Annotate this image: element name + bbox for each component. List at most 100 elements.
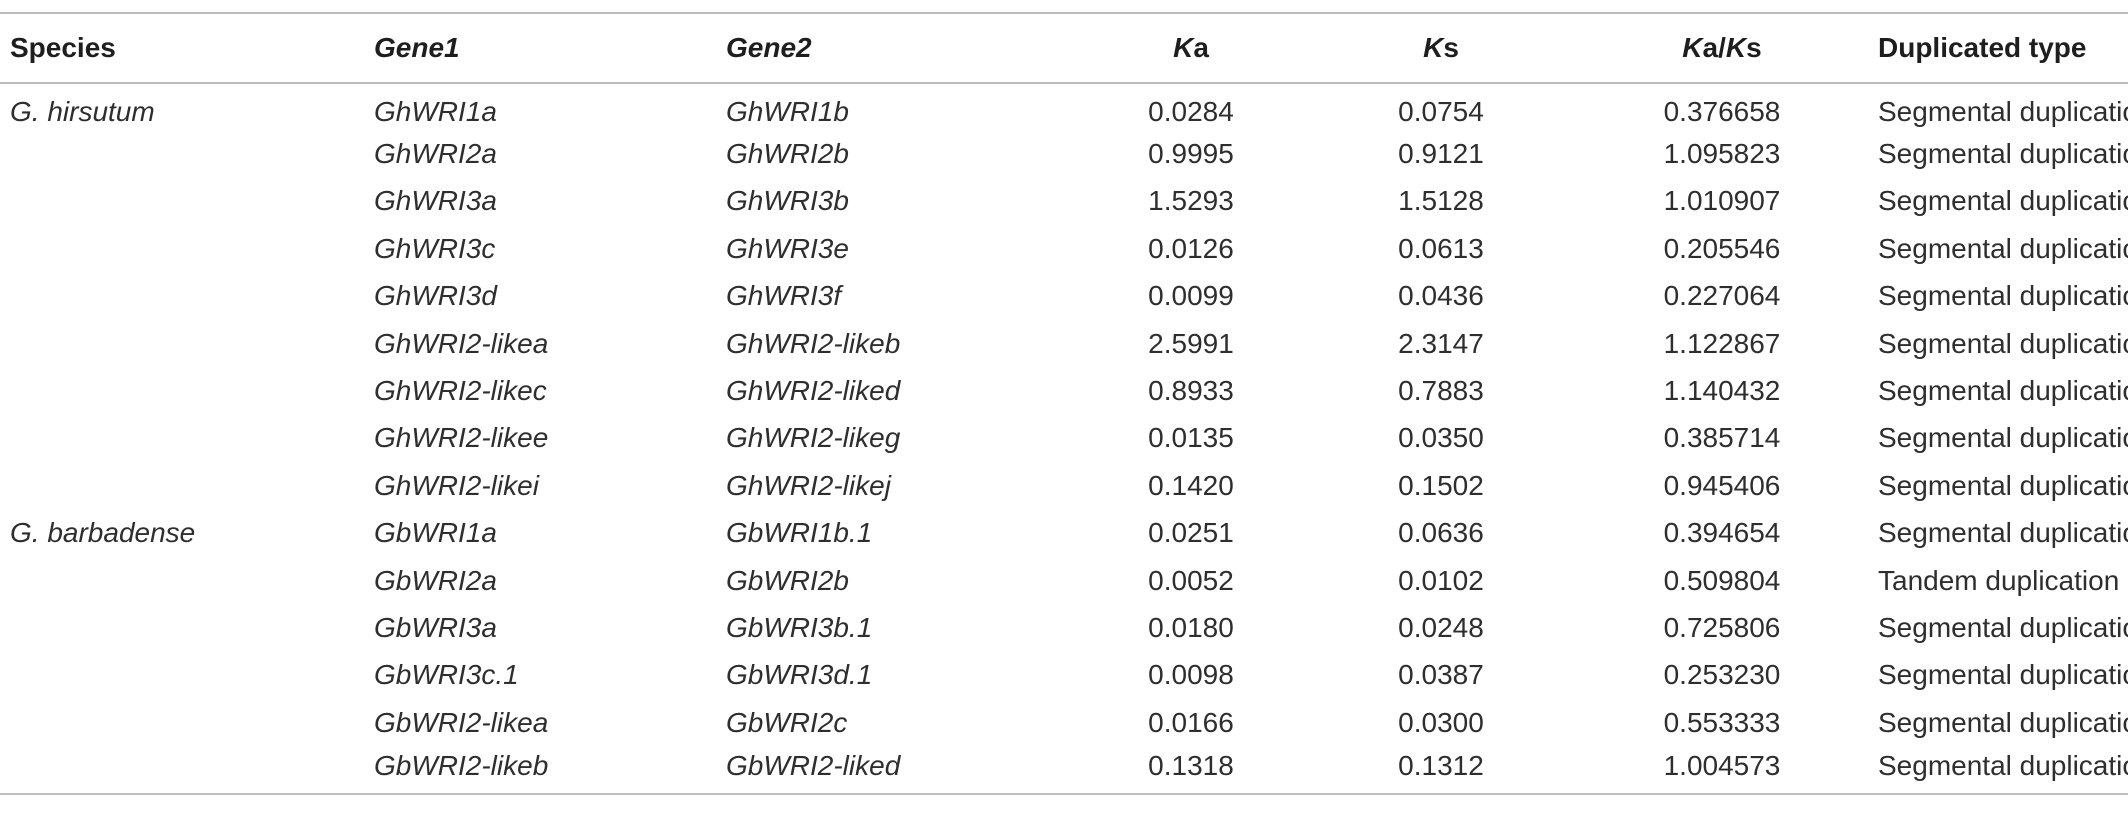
cell-gene2: GhWRI3f <box>726 280 842 312</box>
header-ks-s: s <box>1443 32 1459 63</box>
cell-duplicated-type: Segmental duplication <box>1878 280 2128 312</box>
cell-ks: 0.0754 <box>1398 96 1484 128</box>
cell-ks: 2.3147 <box>1398 327 1484 359</box>
cell-gene2: GbWRI3d.1 <box>726 659 873 691</box>
cell-species: G. barbadense <box>10 517 196 549</box>
cell-gene2: GbWRI1b.1 <box>726 517 873 549</box>
cell-ks: 0.1312 <box>1398 749 1484 781</box>
cell-gene1: GhWRI2-likee <box>374 422 549 454</box>
cell-gene2: GhWRI2-liked <box>726 375 901 407</box>
cell-ks: 0.1502 <box>1398 469 1484 501</box>
cell-species <box>0 746 362 793</box>
cell-duplicated-type: Tandem duplication <box>1878 564 2120 596</box>
table-row: GhWRI2-likei GhWRI2-likej 0.1420 0.1502 0.94… <box>0 462 2128 509</box>
cell-ka: 2.5991 <box>1148 327 1234 359</box>
cell-duplicated-type: Segmental duplication <box>1878 749 2128 781</box>
cell-duplicated-type: Segmental duplication <box>1878 185 2128 217</box>
table-row: GhWRI3a GhWRI3b 1.5293 1.5128 1.010907 Segmen… <box>0 178 2128 225</box>
cell-duplicated-type: Segmental duplication <box>1878 517 2128 549</box>
cell-ka: 0.0099 <box>1148 280 1234 312</box>
duplication-table: Species Gene1 Gene2 Ka Ks Ka/Ks Duplicat… <box>0 12 2128 795</box>
cell-kaks: 0.509804 <box>1663 564 1781 596</box>
cell-ka: 0.9995 <box>1148 138 1234 170</box>
cell-ks: 0.7883 <box>1398 375 1484 407</box>
cell-species <box>0 178 362 225</box>
cell-gene2: GhWRI2-likeb <box>726 327 901 359</box>
cell-kaks: 0.376658 <box>1663 96 1781 128</box>
header-kaks-s: s <box>1746 32 1762 63</box>
cell-kaks: 0.553333 <box>1663 706 1781 738</box>
cell-kaks: 1.004573 <box>1663 749 1781 781</box>
cell-gene1: GbWRI1a <box>374 517 497 549</box>
header-ka-a: a <box>1193 32 1209 63</box>
cell-gene1: GbWRI2a <box>374 564 497 596</box>
cell-gene1: GhWRI3c <box>374 232 496 264</box>
cell-species <box>0 604 362 651</box>
cell-ks: 0.0387 <box>1398 659 1484 691</box>
cell-duplicated-type: Segmental duplication <box>1878 469 2128 501</box>
table-container: Species Gene1 Gene2 Ka Ks Ka/Ks Duplicat… <box>0 12 2128 795</box>
table-row: G. barbadense GbWRI1a GbWRI1b.1 0.0251 0.063… <box>0 510 2128 557</box>
cell-gene2: GhWRI3e <box>726 232 849 264</box>
cell-kaks: 0.725806 <box>1663 611 1781 643</box>
header-gene2: Gene2 <box>726 32 812 63</box>
cell-ks: 0.0248 <box>1398 611 1484 643</box>
cell-duplicated-type: Segmental duplication <box>1878 375 2128 407</box>
table-row: GbWRI2-likea GbWRI2c 0.0166 0.0300 0.553333 S… <box>0 699 2128 746</box>
cell-gene2: GhWRI3b <box>726 185 849 217</box>
cell-gene2: GbWRI2b <box>726 564 849 596</box>
cell-kaks: 1.010907 <box>1663 185 1781 217</box>
cell-gene2: GhWRI2-likej <box>726 469 891 501</box>
header-ka-k: K <box>1173 32 1194 63</box>
cell-ka: 0.0126 <box>1148 232 1234 264</box>
cell-gene1: GbWRI2-likeb <box>374 749 549 781</box>
cell-ks: 0.0350 <box>1398 422 1484 454</box>
cell-kaks: 0.385714 <box>1663 422 1781 454</box>
cell-ks: 1.5128 <box>1398 185 1484 217</box>
cell-ka: 0.0135 <box>1148 422 1234 454</box>
header-duplicated-type: Duplicated type <box>1878 32 2087 63</box>
cell-ks: 0.0300 <box>1398 706 1484 738</box>
cell-gene2: GbWRI2-liked <box>726 749 901 781</box>
cell-duplicated-type: Segmental duplication <box>1878 422 2128 454</box>
cell-gene1: GhWRI2a <box>374 138 497 170</box>
cell-duplicated-type: Segmental duplication <box>1878 659 2128 691</box>
cell-gene2: GhWRI2-likeg <box>726 422 901 454</box>
cell-duplicated-type: Segmental duplication <box>1878 327 2128 359</box>
cell-ks: 0.0436 <box>1398 280 1484 312</box>
header-row: Species Gene1 Gene2 Ka Ks Ka/Ks Duplicat… <box>0 13 2128 83</box>
table-row: GhWRI2-likea GhWRI2-likeb 2.5991 2.3147 1.12… <box>0 320 2128 367</box>
cell-ks: 0.0636 <box>1398 517 1484 549</box>
cell-gene1: GhWRI3a <box>374 185 497 217</box>
cell-species <box>0 557 362 604</box>
cell-kaks: 0.394654 <box>1663 517 1781 549</box>
cell-duplicated-type: Segmental duplication <box>1878 706 2128 738</box>
cell-ka: 0.1318 <box>1148 749 1234 781</box>
cell-gene2: GbWRI3b.1 <box>726 611 873 643</box>
table-row: GhWRI2a GhWRI2b 0.9995 0.9121 1.095823 Segmen… <box>0 130 2128 177</box>
cell-kaks: 1.095823 <box>1663 138 1781 170</box>
header-gene1: Gene1 <box>374 32 460 63</box>
cell-ka: 1.5293 <box>1148 185 1234 217</box>
cell-kaks: 1.122867 <box>1663 327 1781 359</box>
cell-ks: 0.0613 <box>1398 232 1484 264</box>
cell-gene2: GhWRI2b <box>726 138 849 170</box>
cell-ka: 0.0251 <box>1148 517 1234 549</box>
header-ks: Ks <box>1316 13 1566 83</box>
table-row: GbWRI3c.1 GbWRI3d.1 0.0098 0.0387 0.253230 Se… <box>0 652 2128 699</box>
cell-ka: 0.0180 <box>1148 611 1234 643</box>
cell-gene1: GbWRI3c.1 <box>374 659 519 691</box>
cell-gene1: GhWRI2-likec <box>374 375 547 407</box>
cell-duplicated-type: Segmental duplication <box>1878 96 2128 128</box>
cell-ka: 0.0284 <box>1148 96 1234 128</box>
table-row: GhWRI3c GhWRI3e 0.0126 0.0613 0.205546 Segmen… <box>0 225 2128 272</box>
table-row: G. hirsutum GhWRI1a GhWRI1b 0.0284 0.0754 0.3… <box>0 83 2128 130</box>
header-kaks-k1: K <box>1682 32 1703 63</box>
cell-ks: 0.0102 <box>1398 564 1484 596</box>
cell-kaks: 0.945406 <box>1663 469 1781 501</box>
cell-kaks: 0.253230 <box>1663 659 1781 691</box>
cell-species <box>0 320 362 367</box>
cell-ka: 0.0166 <box>1148 706 1234 738</box>
cell-species: G. hirsutum <box>10 96 155 128</box>
cell-ka: 0.0052 <box>1148 564 1234 596</box>
